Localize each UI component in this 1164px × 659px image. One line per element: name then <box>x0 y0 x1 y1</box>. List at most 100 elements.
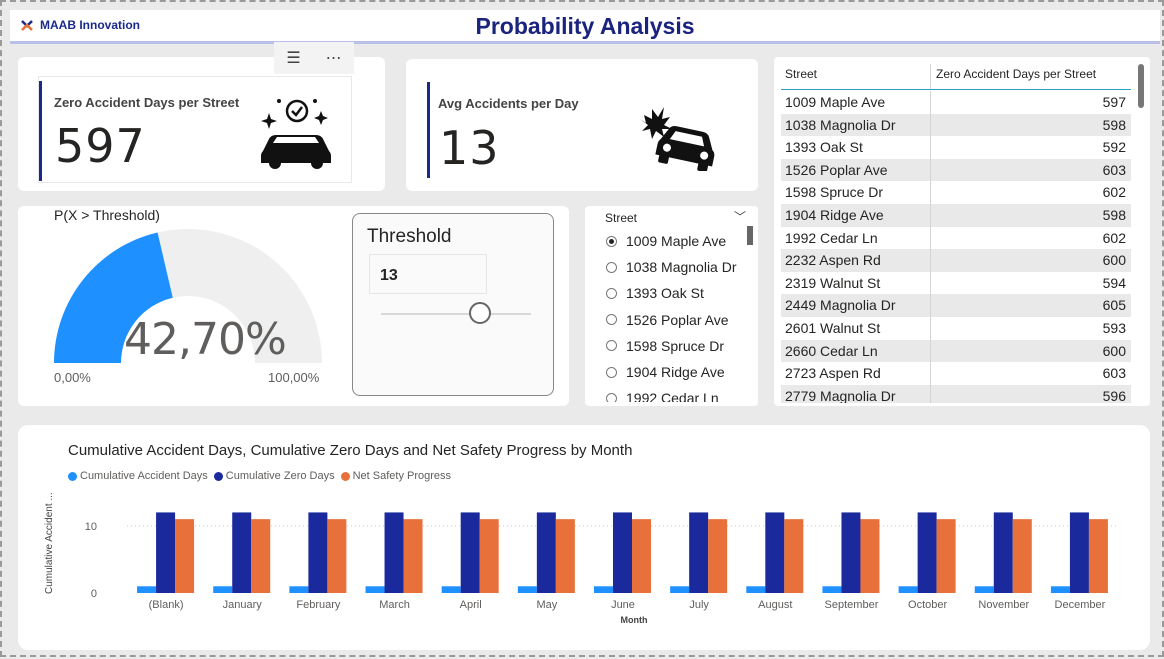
kpi-value: 597 <box>55 119 146 173</box>
table-row[interactable]: 1009 Maple Ave 597 <box>781 91 1131 114</box>
x-tick-label: June <box>611 599 635 611</box>
filter-icon[interactable]: ☰ <box>286 50 301 67</box>
bar <box>289 586 309 593</box>
slicer-item[interactable]: 1992 Cedar Ln <box>602 385 747 402</box>
x-tick-label: February <box>296 599 341 611</box>
bar <box>594 586 613 593</box>
more-options-icon[interactable]: ⋯ <box>325 50 342 67</box>
bar <box>327 519 347 593</box>
gauge-title: P(X > Threshold) <box>54 207 160 223</box>
table-row[interactable]: 1992 Cedar Ln 602 <box>781 226 1131 250</box>
table-row[interactable]: 2723 Aspen Rd 603 <box>781 362 1131 385</box>
x-axis-title: Month <box>621 615 648 625</box>
cell-zero-days: 594 <box>1102 274 1126 291</box>
x-tick-label: January <box>223 599 263 611</box>
table-scrollbar[interactable] <box>1138 64 1144 108</box>
kpi-value: 13 <box>439 121 500 175</box>
slicer-item[interactable]: 1904 Ridge Ave <box>602 359 747 385</box>
gauge-max-label: 100,00% <box>268 370 320 385</box>
table-row[interactable]: 2319 Walnut St 594 <box>781 271 1131 295</box>
cell-zero-days: 596 <box>1102 387 1126 403</box>
radio-button[interactable] <box>606 235 617 247</box>
table-row[interactable]: 2601 Walnut St 593 <box>781 316 1131 340</box>
slicer-scrollbar[interactable] <box>747 226 753 245</box>
slicer-item[interactable]: 1393 Oak St <box>602 280 747 306</box>
bar <box>841 512 861 593</box>
chart-legend: Cumulative Accident Days Cumulative Zero… <box>68 470 451 482</box>
logo-text: MAAB Innovation <box>40 18 140 32</box>
bar <box>555 519 575 593</box>
slicer-item-label: 1526 Poplar Ave <box>626 311 729 328</box>
kpi-accent-bar <box>39 81 42 181</box>
bar <box>917 512 937 593</box>
slicer-item-label: 1393 Oak St <box>626 285 704 302</box>
table-row[interactable]: 2779 Magnolia Dr 596 <box>781 384 1131 403</box>
table-row[interactable]: 1904 Ridge Ave 598 <box>781 203 1131 227</box>
x-tick-label: October <box>908 599 947 611</box>
bar <box>251 519 271 593</box>
radio-button[interactable] <box>606 314 617 326</box>
cell-zero-days: 600 <box>1102 252 1126 269</box>
column-header-street[interactable]: Street <box>781 64 931 89</box>
bar <box>746 586 766 593</box>
table-row[interactable]: 1598 Spruce Dr 602 <box>781 181 1131 204</box>
table-row[interactable]: 2232 Aspen Rd 600 <box>781 249 1131 272</box>
bar <box>175 519 195 593</box>
slicer-header: Street <box>605 211 638 225</box>
threshold-slider-handle[interactable] <box>469 302 491 324</box>
cell-street: 1526 Poplar Ave <box>781 158 931 182</box>
table-row[interactable]: 1038 Magnolia Dr 598 <box>781 113 1131 137</box>
table-row[interactable]: 1526 Poplar Ave 603 <box>781 158 1131 182</box>
cell-zero-days: 593 <box>1102 319 1126 336</box>
bar <box>974 586 994 593</box>
table-row[interactable]: 2660 Cedar Ln 600 <box>781 339 1131 363</box>
radio-button[interactable] <box>606 287 617 299</box>
street-slicer-list: 1009 Maple Ave 1038 Magnolia Dr 1393 Oak S… <box>602 228 747 402</box>
x-tick-label: July <box>689 599 709 611</box>
cell-street: 2779 Magnolia Dr <box>781 384 931 403</box>
cell-zero-days: 598 <box>1102 206 1126 223</box>
threshold-input[interactable]: 13 <box>369 254 487 294</box>
kpi-label: Avg Accidents per Day <box>438 96 579 111</box>
slicer-item[interactable]: 1009 Maple Ave <box>602 228 747 254</box>
cell-zero-days: 602 <box>1102 229 1126 246</box>
logo: MAAB Innovation <box>20 18 140 32</box>
kpi-label: Zero Accident Days per Street <box>54 95 240 110</box>
chevron-down-icon[interactable]: ﹀ <box>734 210 747 224</box>
slicer-item-label: 1992 Cedar Ln <box>626 390 719 402</box>
x-tick-label: August <box>758 599 792 611</box>
kpi-card-avg-accidents[interactable]: Avg Accidents per Day 13 <box>406 59 758 191</box>
cell-street: 1598 Spruce Dr <box>781 181 931 204</box>
column-header-zero-days[interactable]: Zero Accident Days per Street <box>936 67 1097 81</box>
slicer-item[interactable]: 1598 Spruce Dr <box>602 333 747 359</box>
page-title: Probability Analysis <box>475 13 695 39</box>
slicer-item-label: 1598 Spruce Dr <box>626 337 725 354</box>
car-clean-icon <box>261 99 331 169</box>
legend-item[interactable]: Net Safety Progress <box>340 470 451 482</box>
kpi-card-zero-days[interactable]: Zero Accident Days per Street 597 <box>18 57 385 191</box>
cell-zero-days: 600 <box>1102 342 1126 359</box>
bar <box>232 512 252 593</box>
legend-item[interactable]: Cumulative Accident Days <box>68 470 208 482</box>
threshold-slider-track[interactable] <box>381 313 531 315</box>
bar <box>137 586 157 593</box>
legend-item[interactable]: Cumulative Zero Days <box>213 470 335 482</box>
radio-button[interactable] <box>606 392 617 402</box>
radio-button[interactable] <box>606 261 617 273</box>
x-tick-label: April <box>460 599 482 611</box>
table-row[interactable]: 1393 Oak St 592 <box>781 136 1131 159</box>
bar <box>365 586 385 593</box>
x-tick-label: May <box>536 599 557 611</box>
bar <box>632 519 651 593</box>
bar <box>1050 586 1070 593</box>
radio-button[interactable] <box>606 366 617 378</box>
radio-button[interactable] <box>606 340 617 352</box>
chart-card <box>18 425 1150 650</box>
table-body: 1009 Maple Ave 597 1038 Magnolia Dr 598 1393… <box>781 91 1131 403</box>
table-row[interactable]: 2449 Magnolia Dr 605 <box>781 294 1131 317</box>
slicer-item[interactable]: 1526 Poplar Ave <box>602 307 747 333</box>
cell-zero-days: 603 <box>1102 161 1126 178</box>
bar <box>156 512 176 593</box>
slicer-item[interactable]: 1038 Magnolia Dr <box>602 254 747 280</box>
